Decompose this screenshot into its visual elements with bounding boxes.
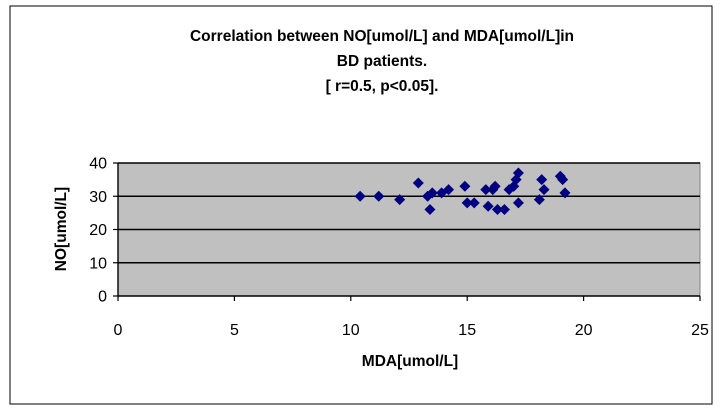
y-tick-label-40: 40 [89,156,107,173]
gridlines [118,162,700,264]
y-axis-ticks: 0 10 20 30 40 [89,156,118,306]
data-point-3 [412,177,424,189]
data-point-21 [512,167,524,179]
y-tick-label-10: 10 [89,255,107,272]
chart-title-line-3: [ r=0.5, p<0.05]. [326,78,439,95]
data-point-24 [536,174,548,186]
data-point-28 [559,187,571,199]
x-tick-label-15: 15 [458,322,476,339]
y-tick-label-20: 20 [89,222,107,239]
y-tick-label-30: 30 [89,189,107,206]
data-point-12 [480,184,492,196]
data-point-5 [424,204,436,216]
data-point-27 [557,174,569,186]
y-tick-label-0: 0 [98,289,107,306]
x-tick-label-25: 25 [691,322,709,339]
data-points [354,167,571,216]
data-point-10 [461,197,473,209]
data-point-23 [533,194,545,206]
data-point-17 [498,204,510,216]
y-axis-label: NO[umol/L] [53,187,70,271]
x-tick-label-10: 10 [342,322,360,339]
data-point-8 [443,184,455,196]
data-point-2 [394,194,406,206]
data-point-1 [373,190,385,202]
data-point-25 [538,184,550,196]
x-axis-ticks: 0 5 10 15 20 25 [114,296,709,339]
x-tick-label-5: 5 [230,322,239,339]
data-point-6 [426,187,438,199]
data-point-22 [512,197,524,209]
data-point-13 [482,200,494,212]
chart-title-line-1: Correlation between NO[umol/L] and MDA[u… [190,28,574,45]
data-point-11 [468,197,480,209]
data-point-16 [491,204,503,216]
x-axis-label: MDA[umol/L] [362,353,458,370]
data-point-9 [459,180,471,192]
chart-title-line-2: BD patients. [337,53,427,70]
data-point-15 [489,180,501,192]
x-tick-label-0: 0 [114,322,123,339]
x-tick-label-20: 20 [575,322,593,339]
data-point-0 [354,190,366,202]
